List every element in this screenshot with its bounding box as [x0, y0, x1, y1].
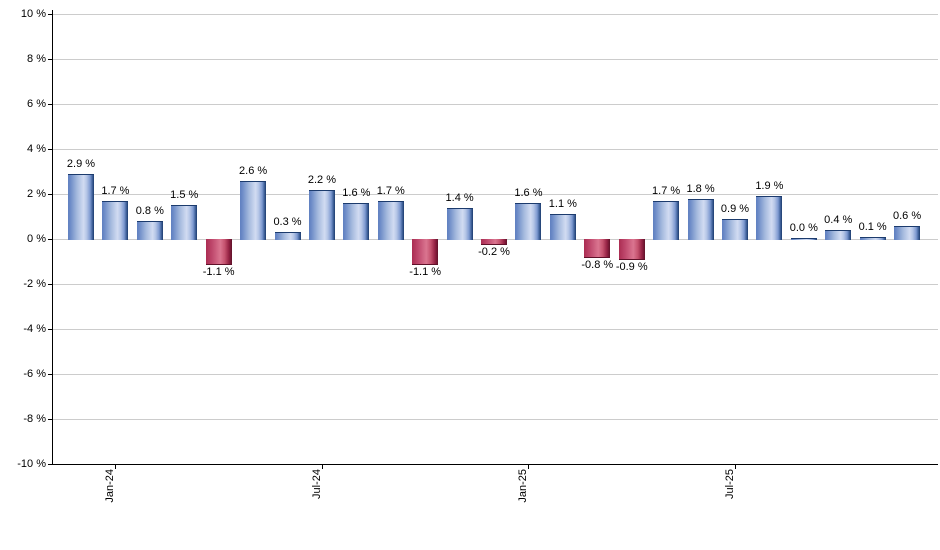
bar[interactable] — [687, 198, 714, 240]
bar[interactable] — [136, 221, 163, 240]
bar-value-label: 2.9 % — [66, 157, 96, 170]
bar[interactable] — [894, 225, 921, 240]
y-axis-tick — [48, 149, 52, 150]
y-axis-tick — [48, 14, 52, 15]
y-axis-tick-label: 0 % — [27, 233, 46, 245]
bar[interactable] — [377, 200, 404, 240]
y-axis-tick-label: 8 % — [27, 53, 46, 65]
bar[interactable] — [343, 203, 370, 240]
bar-value-label: 0.1 % — [858, 220, 887, 233]
y-axis-tick-label: -8 % — [23, 413, 46, 425]
bar-value-label: 1.7 % — [652, 184, 681, 197]
bar-value-label: 1.7 % — [101, 184, 130, 197]
gridline — [52, 104, 938, 105]
bar-value-label: 2.2 % — [307, 173, 336, 186]
bar-value-label: -1.1 % — [202, 265, 235, 278]
gridline — [52, 59, 938, 60]
x-axis-tick — [528, 464, 530, 469]
bar-value-label: 0.8 % — [135, 205, 164, 217]
gridline — [52, 419, 938, 420]
bar[interactable] — [274, 232, 301, 240]
x-axis-tick-label: Jan-25 — [517, 469, 530, 503]
bar-value-label: -0.8 % — [581, 259, 614, 271]
y-axis-tick — [48, 464, 52, 465]
x-axis-line — [52, 464, 938, 465]
bar[interactable] — [653, 200, 680, 240]
bar-value-label: 0.3 % — [273, 216, 302, 229]
bar[interactable] — [618, 239, 645, 261]
bar[interactable] — [446, 207, 473, 240]
y-axis-tick — [48, 374, 52, 375]
bar-value-label: -0.2 % — [478, 245, 510, 258]
y-axis-tick-label: -4 % — [23, 323, 46, 335]
gridline — [52, 374, 938, 375]
bar[interactable] — [790, 237, 817, 240]
bar[interactable] — [412, 239, 439, 265]
bar[interactable] — [549, 214, 576, 240]
bar[interactable] — [721, 218, 748, 240]
bar[interactable] — [171, 205, 198, 240]
x-axis-tick-label: Jan-24 — [104, 469, 117, 503]
x-axis-tick — [321, 464, 323, 469]
gridline — [52, 284, 938, 285]
bar[interactable] — [102, 200, 129, 240]
bar-value-label: 1.5 % — [170, 189, 199, 202]
y-axis-tick-label: 4 % — [27, 143, 46, 155]
bar-value-label: 2.6 % — [239, 164, 268, 177]
bar[interactable] — [240, 180, 267, 240]
gridline — [52, 329, 938, 330]
x-axis-tick-label: Jul-24 — [310, 469, 323, 499]
bar[interactable] — [756, 196, 783, 240]
gridline — [52, 14, 938, 15]
y-axis-tick — [48, 239, 52, 240]
y-axis-tick-label: -10 % — [17, 458, 46, 470]
y-axis-tick — [48, 104, 52, 105]
bar[interactable] — [481, 239, 508, 245]
y-axis-tick-label: -2 % — [23, 278, 46, 290]
bar-value-label: 1.9 % — [755, 180, 784, 193]
gridline — [52, 194, 938, 195]
bar-value-label: 0.4 % — [824, 214, 853, 226]
bar-value-label: 1.4 % — [445, 191, 474, 204]
bar-value-label: 1.6 % — [514, 187, 543, 199]
y-axis-tick-label: 10 % — [20, 8, 46, 20]
bar[interactable] — [308, 189, 335, 240]
bar-value-label: 1.1 % — [548, 198, 577, 211]
bar-value-label: 1.6 % — [342, 187, 371, 199]
bar[interactable] — [825, 230, 852, 240]
bar-value-label: 1.7 % — [376, 184, 405, 197]
x-axis-tick — [734, 464, 736, 469]
bar[interactable] — [68, 173, 94, 240]
y-axis-tick — [48, 194, 52, 195]
bar[interactable] — [205, 239, 232, 265]
x-axis-tick-label: Jul-25 — [723, 469, 736, 499]
x-axis-tick — [115, 464, 117, 469]
y-axis-tick-label: -6 % — [23, 368, 46, 380]
bar-value-label: 0.9 % — [720, 202, 750, 215]
gridline — [52, 149, 938, 150]
bar-value-label: -0.9 % — [615, 261, 648, 274]
bar-value-label: -1.1 % — [409, 265, 442, 278]
bar[interactable] — [584, 239, 611, 258]
bar-value-label: 1.8 % — [686, 182, 715, 195]
bar[interactable] — [859, 236, 886, 240]
y-axis-tick-label: 2 % — [27, 188, 46, 200]
y-axis-tick — [48, 419, 52, 420]
y-axis-tick — [48, 329, 52, 330]
y-axis-line — [52, 10, 53, 465]
bar[interactable] — [515, 203, 542, 240]
bar-value-label: 0.6 % — [893, 209, 922, 222]
y-axis-tick — [48, 284, 52, 285]
y-axis-tick — [48, 59, 52, 60]
bar-value-label: 0.0 % — [789, 221, 818, 234]
y-axis-tick-label: 6 % — [27, 98, 46, 110]
